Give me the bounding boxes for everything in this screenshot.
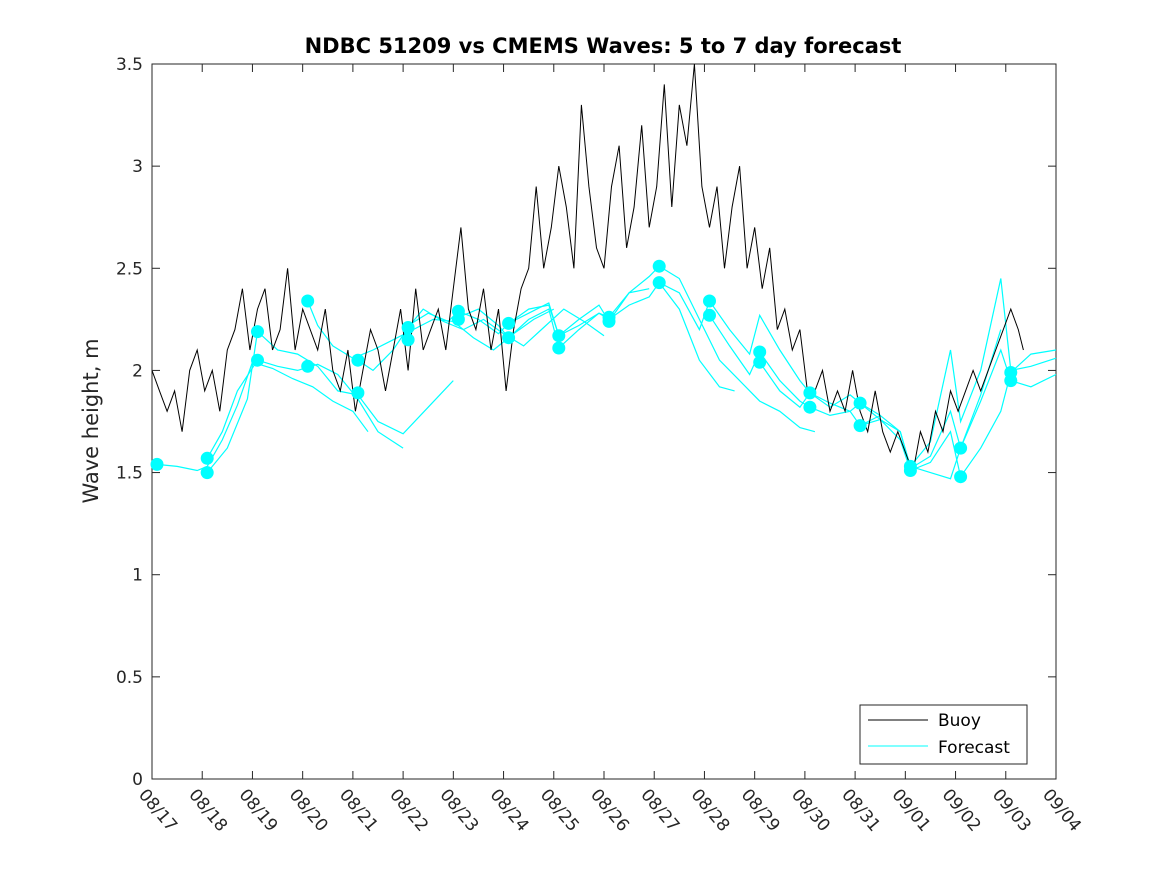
- legend: Buoy Forecast: [859, 704, 1028, 765]
- forecast-marker: [552, 341, 566, 355]
- y-axis: 0 0.5 1 1.5 2 2.5 3 3.5: [116, 55, 1056, 790]
- forecast-marker: [200, 466, 214, 480]
- forecast-marker: [703, 294, 716, 308]
- forecast-marker: [401, 321, 415, 334]
- forecast-marker: [301, 294, 315, 308]
- forecast-marker: [954, 470, 968, 484]
- y-tick-label: 1.5: [116, 464, 143, 484]
- forecast-marker: [753, 355, 767, 369]
- buoy-series-group: [151, 63, 1024, 475]
- forecast-marker: [652, 276, 666, 290]
- forecast-marker: [602, 314, 616, 328]
- forecast-marker: [401, 333, 415, 347]
- y-tick-label: 1: [132, 566, 143, 586]
- forecast-marker: [853, 419, 867, 433]
- y-axis-label: Wave height, m: [79, 338, 103, 503]
- forecast-marker: [753, 345, 767, 359]
- plot-area: [150, 63, 1057, 780]
- forecast-marker: [150, 457, 164, 471]
- legend-buoy-label: Buoy: [938, 711, 981, 731]
- forecast-marker: [502, 331, 516, 345]
- forecast-marker: [903, 464, 917, 477]
- forecast-marker: [853, 396, 867, 410]
- y-tick-label: 2.5: [116, 259, 143, 279]
- y-tick-label: 3: [132, 157, 143, 177]
- forecast-marker: [502, 316, 516, 330]
- forecast-marker: [351, 353, 365, 367]
- buoy-line: [151, 63, 1024, 475]
- forecast-marker: [652, 259, 666, 273]
- y-tick-label: 2: [132, 361, 143, 381]
- y-tick-label: 0: [132, 770, 143, 790]
- forecast-marker: [954, 441, 968, 455]
- forecast-line-2: [206, 359, 404, 459]
- forecast-marker: [803, 400, 817, 414]
- forecast-marker: [451, 312, 465, 326]
- y-tick-label: 3.5: [116, 55, 143, 75]
- legend-box: [859, 704, 1028, 765]
- forecast-line-13: [909, 278, 1057, 467]
- chart-title: NDBC 51209 vs CMEMS Waves: 5 to 7 day fo…: [305, 34, 902, 58]
- forecast-marker: [703, 308, 716, 322]
- forecast-marker: [351, 386, 365, 400]
- forecast-line-3: [206, 330, 454, 473]
- y-tick-label: 0.5: [116, 668, 143, 688]
- legend-forecast-label: Forecast: [938, 738, 1010, 758]
- forecast-marker: [200, 451, 214, 465]
- forecast-line-9: [658, 282, 881, 416]
- forecast-marker: [251, 325, 264, 339]
- forecast-marker: [301, 359, 315, 373]
- forecast-markers-group: [150, 259, 1018, 484]
- axes-box: [151, 63, 1057, 780]
- forecast-line-5: [357, 308, 605, 372]
- forecast-marker: [1004, 374, 1018, 388]
- forecast-marker: [552, 329, 566, 343]
- forecast-marker: [803, 386, 817, 400]
- forecast-marker: [251, 353, 264, 367]
